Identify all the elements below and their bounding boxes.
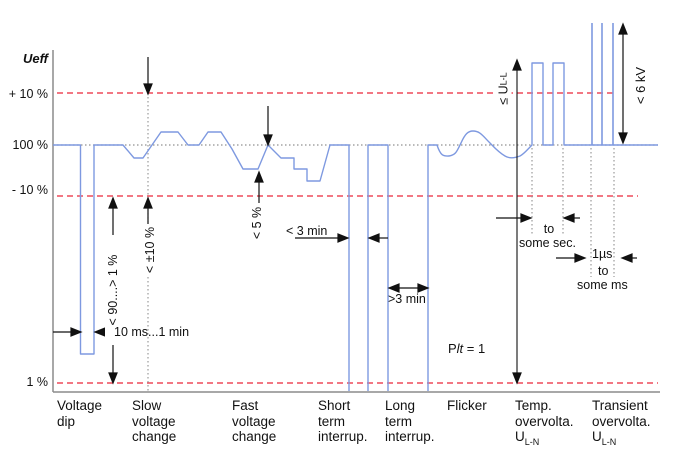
short-interruption-duration-label: < 3 min	[286, 224, 328, 238]
y-label-1percent: 1 %	[26, 375, 48, 389]
temp-u-symbol: U	[515, 429, 525, 444]
category-temp-overvoltage: Temp. overvolta. UL-N	[515, 398, 574, 447]
temp-limit-subscript: L-L	[498, 72, 508, 86]
flicker-plt-label: Plt = 1	[448, 341, 485, 356]
measure-transient-duration	[556, 253, 637, 263]
measure-temp-amplitude	[512, 58, 522, 385]
transient-duration-label-1: 1µs	[592, 247, 613, 261]
plt-eq: = 1	[463, 341, 486, 356]
y-axis-title: Ueff	[22, 51, 48, 66]
category-slow-voltage-change: Slow voltage change	[132, 398, 177, 444]
temp-duration-label-2: some sec.	[519, 236, 576, 250]
arrow-slow-change-top	[143, 57, 153, 96]
voltage-waveform	[53, 62, 658, 391]
arrow-fast-change-limit	[254, 170, 264, 206]
y-label-100: 100 %	[12, 138, 48, 152]
plt-p: P	[448, 341, 457, 356]
measure-transient-amplitude	[618, 22, 628, 145]
category-short-term-interruption: Short term interrup.	[318, 398, 368, 444]
transient-spikes	[591, 23, 614, 145]
long-interruption-duration-label: >3 min	[388, 292, 426, 306]
transient-u-symbol: U	[592, 429, 602, 444]
transient-limit-label: < 6 kV	[632, 58, 649, 113]
arrow-fast-change-top	[263, 106, 273, 147]
temp-overvoltage-limit-label: ≤ U L-L	[494, 63, 512, 114]
category-fast-voltage-change: Fast voltage change	[232, 398, 277, 444]
category-transient-overvoltage: Transient overvolta. UL-N	[592, 398, 651, 447]
plt-lt: lt	[456, 341, 464, 356]
transient-duration-label-3: some ms	[577, 278, 628, 292]
category-voltage-dip: Voltage dip	[57, 398, 103, 429]
slow-change-limit-label: < ±10 %	[142, 224, 158, 276]
measure-temp-duration	[496, 213, 580, 223]
category-flicker: Flicker	[447, 398, 487, 413]
transient-u-subscript: L-N	[601, 437, 617, 447]
fast-change-limit-label: < 5 %	[249, 203, 265, 243]
temp-limit-text: ≤ U	[496, 85, 510, 105]
dip-duration-label: 10 ms...1 min	[114, 325, 190, 339]
measure-long-interruption	[387, 283, 430, 293]
temp-u-subscript: L-N	[524, 437, 540, 447]
transient-duration-label-2: to	[598, 264, 609, 278]
y-label-minus10: - 10 %	[11, 183, 48, 197]
category-long-term-interruption: Long term interrup.	[385, 398, 435, 444]
measure-short-interruption	[295, 233, 388, 243]
measure-dip-duration	[53, 327, 113, 337]
y-label-plus10: + 10 %	[8, 87, 48, 101]
temp-duration-label-1: to	[543, 222, 555, 236]
